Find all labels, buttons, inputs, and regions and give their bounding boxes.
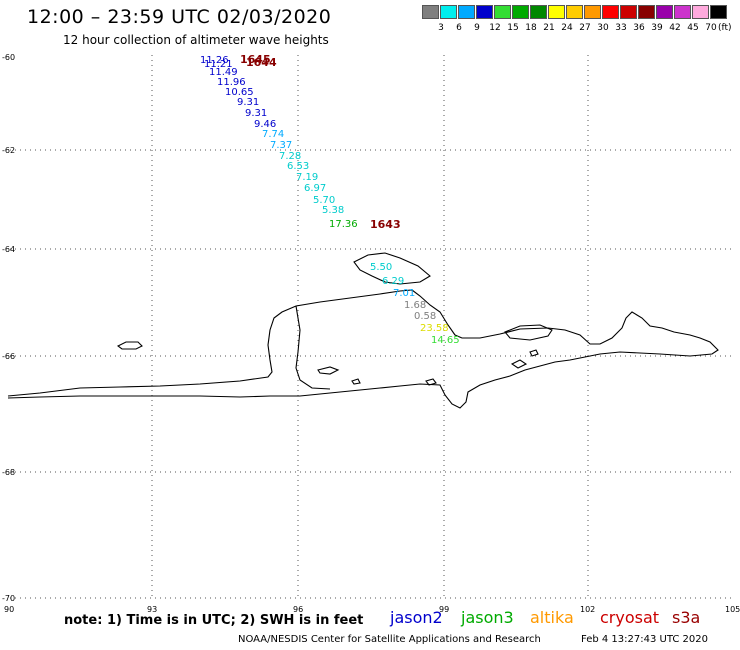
pass-times: 1645 1644 1643 xyxy=(240,53,401,231)
obs-label: 23.58 xyxy=(420,323,449,334)
pass-time-label: 1643 xyxy=(370,218,401,231)
obs-label: 6.97 xyxy=(304,183,326,194)
obs-label: 11.21 xyxy=(204,59,233,70)
islet-1 xyxy=(317,366,340,375)
obs-label: 17.36 xyxy=(329,219,358,230)
pass-time-label: 1645 xyxy=(240,53,271,66)
legend-label-3: 9 xyxy=(474,23,480,33)
legend-label-10: 30 xyxy=(597,23,609,33)
obs-label: 7.37 xyxy=(270,140,292,151)
legend-swatch-2 xyxy=(440,5,457,19)
legend-swatch-5 xyxy=(494,5,511,19)
satellite-altika: altika xyxy=(530,608,574,627)
obs-label: 5.38 xyxy=(322,205,344,216)
lon-label-102: 102 xyxy=(580,605,595,614)
obs-label: 0.58 xyxy=(414,311,436,322)
legend-swatch-4 xyxy=(476,5,493,19)
legend-label-13: 39 xyxy=(651,23,663,33)
obs-label: 5.70 xyxy=(313,195,335,206)
legend-unit: (ft) xyxy=(718,23,732,33)
coastline xyxy=(7,252,719,409)
inner-coast xyxy=(295,305,331,390)
pass-time-label: 1644 xyxy=(246,56,277,69)
satellite-jason3: jason3 xyxy=(461,608,514,627)
legend-label-5: 15 xyxy=(507,23,519,33)
legend-swatch-11 xyxy=(602,5,619,19)
satellite-cryosat: cryosat xyxy=(600,608,660,627)
obs-label: 9.31 xyxy=(245,108,267,119)
bay-shape xyxy=(353,252,431,285)
legend-label-11: 33 xyxy=(615,23,627,33)
legend-label-15: 45 xyxy=(687,23,699,33)
legend-swatch-7 xyxy=(530,5,547,19)
lon-label-93: 93 xyxy=(147,605,157,614)
map-title: 12:00 – 23:59 UTC 02/03/2020 xyxy=(27,6,332,28)
map-subtitle: 12 hour collection of altimeter wave hei… xyxy=(63,33,329,47)
obs-label: 11.49 xyxy=(209,67,238,78)
lat-label-64: -64 xyxy=(2,245,15,254)
legend-label-6: 18 xyxy=(525,23,537,33)
obs-label: 10.65 xyxy=(225,87,254,98)
grid xyxy=(10,55,735,600)
obs-label: 7.19 xyxy=(296,172,318,183)
lat-label-60: -60 xyxy=(2,53,15,62)
lon-label-105: 105 xyxy=(725,605,740,614)
obs-label: 5.50 xyxy=(370,262,392,273)
lon-label-90: 90 xyxy=(4,605,14,614)
islet-2 xyxy=(351,378,361,385)
legend-label-9: 27 xyxy=(579,23,591,33)
legend-label-8: 24 xyxy=(561,23,573,33)
legend-swatch-16 xyxy=(692,5,709,19)
obs-label: 1.68 xyxy=(404,300,426,311)
antarctic-coast xyxy=(7,289,719,409)
lat-label-68: -68 xyxy=(2,468,15,477)
islet-3 xyxy=(425,378,437,386)
east-island xyxy=(504,324,553,341)
legend-swatch-9 xyxy=(566,5,583,19)
islet-5 xyxy=(529,349,539,357)
legend-swatch-3 xyxy=(458,5,475,19)
lat-label-70: -70 xyxy=(2,594,15,603)
satellite-s3a: s3a xyxy=(672,608,701,627)
obs-label: 7.74 xyxy=(262,129,284,140)
legend-swatch-6 xyxy=(512,5,529,19)
legend-swatch-8 xyxy=(548,5,565,19)
lat-label-62: -62 xyxy=(2,146,15,155)
obs-label: 9.46 xyxy=(254,119,276,130)
islet-4 xyxy=(510,359,528,369)
legend-label-7: 21 xyxy=(543,23,555,33)
footer-timestamp: Feb 4 13:27:43 UTC 2020 xyxy=(581,634,708,645)
legend-swatch-1 xyxy=(422,5,439,19)
west-island xyxy=(116,341,143,350)
legend-swatch-14 xyxy=(656,5,673,19)
obs-label: 9.31 xyxy=(237,97,259,108)
legend-label-16: 70 xyxy=(705,23,717,33)
legend-swatch-13 xyxy=(638,5,655,19)
obs-label: 6.53 xyxy=(287,161,309,172)
legend-swatch-15 xyxy=(674,5,691,19)
legend-label-12: 36 xyxy=(633,23,645,33)
legend-label-2: 6 xyxy=(456,23,462,33)
obs-label: 11.96 xyxy=(217,77,246,88)
observations: 11.26 11.21 11.49 11.96 10.65 9.31 9.31 … xyxy=(200,55,460,346)
obs-label: 14.65 xyxy=(431,335,460,346)
legend-label-14: 42 xyxy=(669,23,681,33)
legend-label-1: 3 xyxy=(438,23,444,33)
legend-swatch-17 xyxy=(710,5,727,19)
footer-note: note: 1) Time is in UTC; 2) SWH is in fe… xyxy=(64,613,364,628)
obs-label: 11.26 xyxy=(200,55,229,66)
lon-label-96: 96 xyxy=(293,605,303,614)
obs-label: 6.29 xyxy=(382,276,404,287)
legend-label-4: 12 xyxy=(489,23,501,33)
obs-label: 7.28 xyxy=(279,151,301,162)
legend-swatch-12 xyxy=(620,5,637,19)
lat-label-66: -66 xyxy=(2,352,15,361)
obs-label: 7.01 xyxy=(393,288,415,299)
lon-label-99: 99 xyxy=(439,605,449,614)
legend-swatch-10 xyxy=(584,5,601,19)
footer-credit: NOAA/NESDIS Center for Satellite Applica… xyxy=(238,634,541,645)
satellite-jason2: jason2 xyxy=(390,608,443,627)
